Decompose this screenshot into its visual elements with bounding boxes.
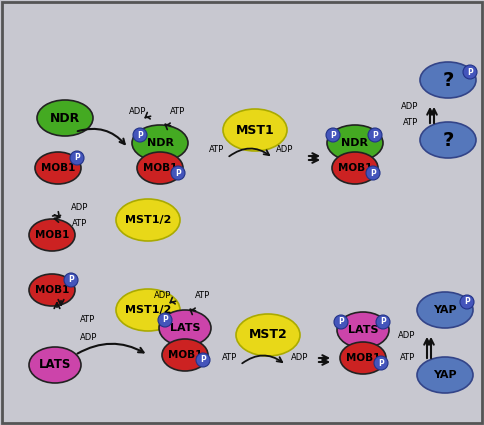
Text: P: P	[330, 130, 336, 139]
Ellipse shape	[417, 292, 473, 328]
Text: YAP: YAP	[433, 305, 457, 315]
Text: ADP: ADP	[291, 352, 309, 362]
Text: ?: ?	[442, 71, 454, 90]
Ellipse shape	[326, 128, 340, 142]
Ellipse shape	[159, 310, 211, 346]
Ellipse shape	[327, 125, 383, 161]
Text: P: P	[338, 317, 344, 326]
Text: LATS: LATS	[39, 359, 71, 371]
Text: LATS: LATS	[348, 325, 378, 335]
Text: ATP: ATP	[80, 315, 95, 325]
Text: NDR: NDR	[50, 111, 80, 125]
Text: P: P	[372, 130, 378, 139]
Ellipse shape	[236, 314, 300, 356]
Text: P: P	[68, 275, 74, 284]
Ellipse shape	[420, 122, 476, 158]
Ellipse shape	[133, 128, 147, 142]
Text: ATP: ATP	[210, 145, 225, 155]
Text: MOB1: MOB1	[41, 163, 75, 173]
Text: P: P	[370, 168, 376, 178]
Ellipse shape	[29, 347, 81, 383]
Text: ATP: ATP	[196, 292, 211, 300]
Ellipse shape	[368, 128, 382, 142]
Ellipse shape	[223, 109, 287, 151]
Text: P: P	[175, 168, 181, 178]
Text: NDR: NDR	[147, 138, 173, 148]
Text: MOB1: MOB1	[143, 163, 177, 173]
Ellipse shape	[37, 100, 93, 136]
Text: ADP: ADP	[154, 292, 172, 300]
Text: ?: ?	[442, 130, 454, 150]
Ellipse shape	[374, 356, 388, 370]
Ellipse shape	[29, 219, 75, 251]
Text: MOB1: MOB1	[35, 230, 69, 240]
Ellipse shape	[70, 151, 84, 165]
Text: NDR: NDR	[342, 138, 368, 148]
Text: P: P	[378, 359, 384, 368]
Text: ADP: ADP	[71, 202, 89, 212]
Ellipse shape	[332, 152, 378, 184]
Ellipse shape	[35, 152, 81, 184]
Ellipse shape	[420, 62, 476, 98]
Text: P: P	[467, 68, 473, 76]
Ellipse shape	[29, 274, 75, 306]
Text: ADP: ADP	[398, 332, 415, 340]
Ellipse shape	[460, 295, 474, 309]
Ellipse shape	[116, 289, 180, 331]
Text: P: P	[380, 317, 386, 326]
Ellipse shape	[463, 65, 477, 79]
Ellipse shape	[340, 342, 386, 374]
Text: ADP: ADP	[276, 145, 294, 155]
Text: MST2: MST2	[249, 329, 287, 342]
Text: ATP: ATP	[403, 117, 418, 127]
Ellipse shape	[171, 166, 185, 180]
Text: ADP: ADP	[80, 334, 97, 343]
Text: ADP: ADP	[129, 107, 147, 116]
Text: MOB1: MOB1	[346, 353, 380, 363]
Ellipse shape	[196, 353, 210, 367]
Text: P: P	[74, 153, 80, 162]
Text: P: P	[162, 315, 168, 325]
Text: YAP: YAP	[433, 370, 457, 380]
Text: P: P	[137, 130, 143, 139]
Ellipse shape	[162, 339, 208, 371]
Ellipse shape	[334, 315, 348, 329]
Ellipse shape	[116, 199, 180, 241]
Text: ATP: ATP	[400, 352, 415, 362]
Text: MOB1: MOB1	[35, 285, 69, 295]
Ellipse shape	[366, 166, 380, 180]
Text: MST1/2: MST1/2	[125, 305, 171, 315]
Ellipse shape	[64, 273, 78, 287]
Ellipse shape	[376, 315, 390, 329]
Text: ATP: ATP	[222, 352, 238, 362]
Text: ATP: ATP	[73, 218, 88, 227]
Text: P: P	[464, 298, 470, 306]
Text: MST1/2: MST1/2	[125, 215, 171, 225]
Ellipse shape	[137, 152, 183, 184]
Text: MOB1: MOB1	[338, 163, 372, 173]
Ellipse shape	[132, 125, 188, 161]
Ellipse shape	[158, 313, 172, 327]
Text: LATS: LATS	[170, 323, 200, 333]
Text: MOB1: MOB1	[168, 350, 202, 360]
Text: P: P	[200, 355, 206, 365]
Ellipse shape	[337, 312, 389, 348]
Text: MST1: MST1	[236, 124, 274, 136]
Text: ATP: ATP	[170, 107, 186, 116]
Text: ADP: ADP	[401, 102, 418, 111]
Ellipse shape	[417, 357, 473, 393]
